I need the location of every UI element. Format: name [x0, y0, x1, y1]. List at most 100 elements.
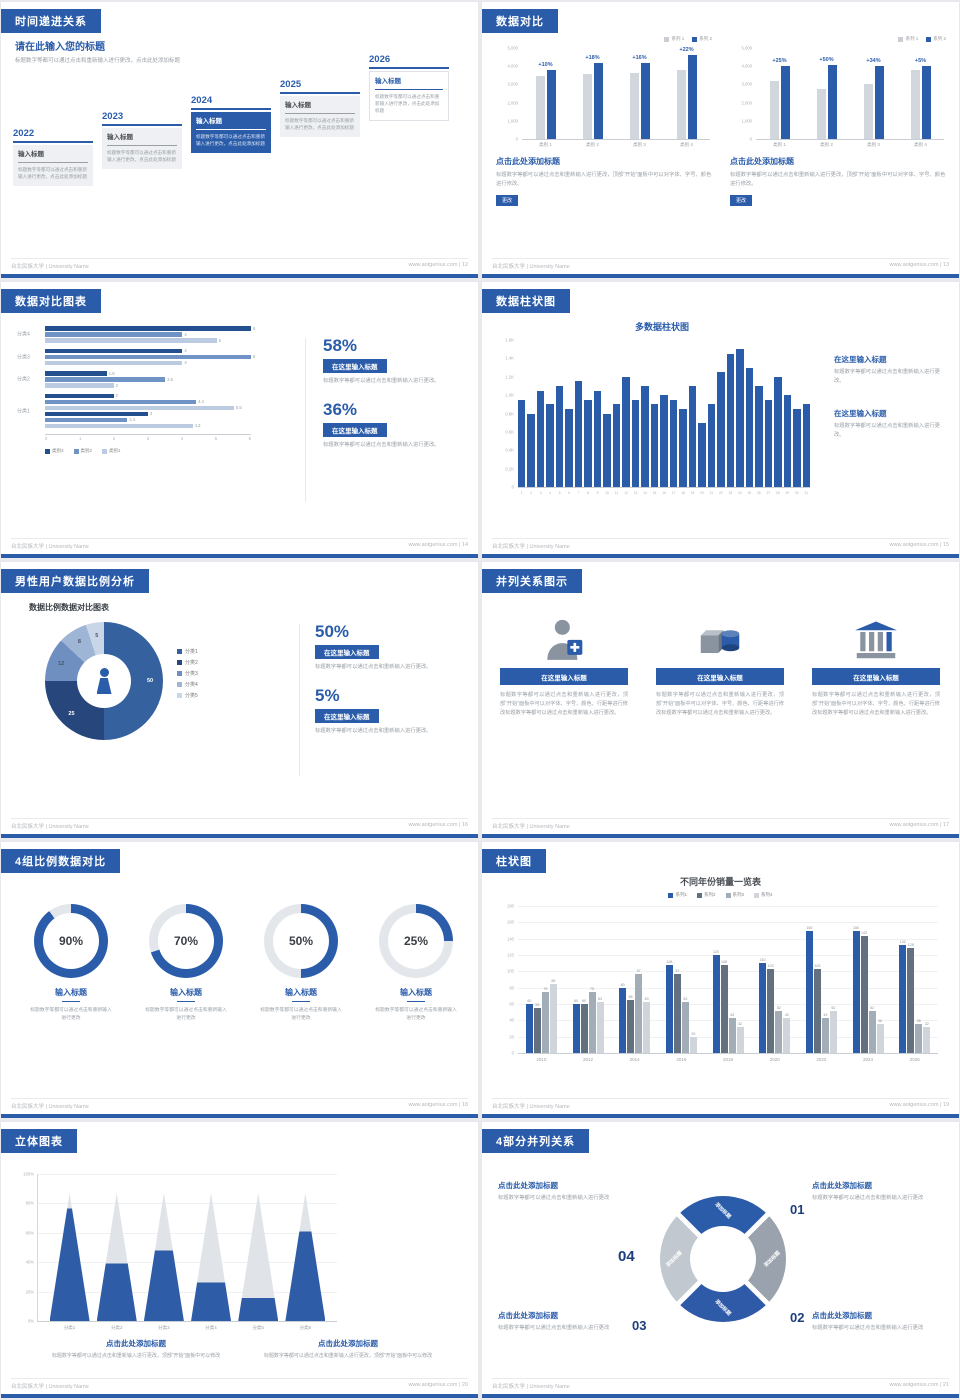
series-bar [829, 1010, 837, 1053]
bar-wrapper: 52 [829, 906, 837, 1053]
y-tick-label: 3,000 [741, 81, 752, 87]
h-bar [45, 405, 234, 410]
x-tick-label: 5 [558, 491, 561, 495]
slide-18-four-gauges[interactable]: 4组比例数据对比 90% 输入标题 标题数字等都可以通过点击和重新输入进行更改 70%… [1, 842, 478, 1118]
series-bar [549, 983, 557, 1053]
slide-12-time-progression[interactable]: 时间递进关系 请在此输入您的标题 标题数字等都可以通过点击和重新输入进行更改，点… [1, 2, 478, 278]
bar-value-label: 1.8 [108, 370, 115, 376]
x-tick-label: 20 [700, 491, 704, 495]
cone: 分类2 [96, 1193, 137, 1330]
slide-17-parallel-relationship[interactable]: 并列关系图示 在这里输入标题 标题数字等都可以通过点击和重新输入进行更改，顶部“… [482, 562, 959, 838]
series1-bar [910, 69, 920, 139]
footer-org: 台北民族大学 | University Name [492, 264, 570, 270]
y-tick-label: 0.8K [505, 411, 514, 416]
slide-13-data-comparison[interactable]: 数据对比 系列 1 系列 2 5,000 4,000 3,000 2,000 1,000… [482, 2, 959, 278]
block-body: 标题数字等都可以通过点击和重新输入进行更改 [498, 1195, 610, 1201]
step-number: 01 [790, 1202, 805, 1217]
x-tick-label: 18 [681, 491, 685, 495]
slide-14-comparison-chart[interactable]: 数据对比图表 分类4 6 4 5 分类3 4 6 4 分类2 1.8 3.5 2 分类1 2 4.4 5.5 3… [1, 282, 478, 558]
series-bar [596, 1001, 604, 1053]
gauge-block: 50% 输入标题 标题数字等都可以通过点击和重新输入进行更改 [253, 904, 349, 1023]
h-bar [45, 393, 114, 398]
series-bar [673, 973, 681, 1053]
series-bar [915, 1023, 923, 1053]
year-label: 2024 [863, 1057, 874, 1062]
series-bar [720, 964, 728, 1053]
growth-label: +22% [679, 46, 694, 53]
cone-shape [191, 1193, 232, 1321]
bar-wrapper: 32 [923, 906, 931, 1053]
x-tick-label: 2 [530, 491, 533, 495]
x-tick-label: 9 [596, 491, 599, 495]
bar-wrapper: 103 [813, 906, 821, 1053]
timeline-year-label: 2024 [191, 95, 271, 110]
chart-panel-right: 系列 1 系列 2 5,000 4,000 3,000 2,000 1,000 0 +25%… [730, 36, 946, 207]
bar-group: 分类4 6 4 5 [17, 326, 279, 343]
legend-label: 系列 2 [933, 36, 946, 41]
multi-column-chart: 1.6K 1.4K 1.2K 1.0K 0.8K 0.6K 0.4K 0.2K 0 1 2 3 4 5 6 7… [505, 338, 811, 495]
cone-shape [143, 1193, 184, 1321]
step-number: 03 [632, 1318, 647, 1333]
cone-chart: 100% 80% 60% 40% 20% 0% 分类1 分类2 分类3 分类4 分类5 分类6 [23, 1172, 337, 1330]
edit-tag: 更改 [496, 195, 519, 206]
bar-value-label: 85 [551, 978, 556, 983]
slide-16-male-user-ratio[interactable]: 男性用户数据比例分析 数据比例数据对比图表 50 25 12 8 5 分类1 分类2 分类3… [1, 562, 478, 838]
timeline-box: 输入标题 标题数字等都可以通过点击和重新输入进行更改，点击此处添加标题 [191, 112, 271, 154]
legend-swatch [664, 36, 670, 42]
series-bar [783, 1017, 791, 1053]
x-tick-label: 14 [643, 491, 647, 495]
slide-15-column-chart[interactable]: 数据柱状图 多数据柱状图 1.6K 1.4K 1.2K 1.0K 0.8K 0.6K 0.4… [482, 282, 959, 558]
y-tick-label: 4,000 [507, 63, 518, 69]
horizontal-bar-chart: 分类4 6 4 5 分类3 4 6 4 分类2 1.8 3.5 2 分类1 2 4.4 5.5 3 2.4 4.3 0… [17, 326, 279, 454]
legend-item: 分类1 [177, 648, 198, 655]
donut-gauge: 90% [34, 904, 108, 978]
bar-wrapper: 20 [689, 906, 697, 1053]
block-body: 标题数字等都可以通过点击和重新输入进行更改 [498, 1325, 610, 1331]
bar-value-label: 5.5 [235, 405, 242, 411]
block-body: 标题数字等都可以通过点击和重新输入进行更改，顶部“开始”面板中可以修改 [51, 1353, 221, 1359]
category-group: +50% 类别 2 [803, 48, 850, 147]
cone-label: 分类3 [158, 1325, 170, 1330]
intro-body: 标题数字等都可以通过点击和重新输入进行更改，点击此处添加标题 [15, 58, 181, 64]
timeline-box-body: 标题数字等都可以通过点击和重新输入进行更改，点击此处添加标题 [285, 118, 354, 131]
year-group: 150 103 43 52 2022 [798, 906, 845, 1062]
bar-wrapper: 32 [736, 906, 744, 1053]
column-bar [650, 404, 659, 487]
bar-wrapper: 26 [755, 340, 763, 495]
legend-label: 分类2 [185, 660, 198, 666]
slide-title-bar: 4部分并列关系 [482, 1129, 590, 1153]
x-tick-label: 13 [633, 491, 638, 495]
legend-swatch [102, 448, 108, 454]
cta-title: 点击此处添加标题 [496, 157, 560, 166]
slide-title-bar: 并列关系图示 [482, 569, 582, 593]
category-group: +22% 类别 4 [663, 46, 710, 147]
stats-panel: 58% 在这里输入标题 标题数字等都可以通过点击和重新输入进行更改。 36% 在… [323, 336, 463, 450]
slide-footer: 台北民族大学 | University Name www.aotgenius.c… [492, 818, 949, 830]
stat-block: 5% 在这里输入标题 标题数字等都可以通过点击和重新输入进行更改。 [315, 686, 460, 736]
slide-title-bar: 时间递进关系 [1, 9, 101, 33]
x-tick-label: 16 [662, 491, 666, 495]
gauge-body: 标题数字等都可以通过点击和重新输入进行更改 [375, 1008, 457, 1021]
bar-wrapper: 29 [783, 340, 792, 495]
x-tick-label: 23 [728, 491, 733, 495]
year-group: 120 108 43 32 2018 [705, 906, 752, 1062]
footer-page: www.aotgenius.com | 18 [408, 1102, 468, 1108]
slide-content: 系列 1 系列 2 5,000 4,000 3,000 2,000 1,000 0 +10%… [482, 2, 959, 278]
bar-wrapper: 9 [593, 340, 602, 495]
gauge-body: 标题数字等都可以通过点击和重新输入进行更改 [260, 1008, 342, 1021]
slide-21-four-part-relationship[interactable]: 4部分并列关系 点击此处添加标题 标题数字等都可以通过点击和重新输入进行更改 点… [482, 1122, 959, 1398]
slide-19-bar-chart[interactable]: 柱状图 不同年份销量一览表 系列1 系列2 系列3 系列4 180 160 140 120 1… [482, 842, 959, 1118]
column-bar [793, 408, 801, 487]
slide-accent-bar [482, 554, 959, 558]
slide-title-bar: 数据对比图表 [1, 289, 101, 313]
grouped-bar-chart: 5,000 4,000 3,000 2,000 1,000 0 +10% 类别 1 +18% 类别… [508, 46, 710, 147]
legend-swatch [73, 448, 79, 454]
category-label: 类别 2 [820, 142, 833, 147]
parallel-column: 在这里输入标题 标题数字等都可以通过点击和重新输入进行更改，顶部“开始”面板中可… [812, 614, 940, 718]
h-bar [45, 383, 114, 388]
y-tick-label: 20 [509, 1034, 514, 1040]
slide-20-3d-chart[interactable]: 立体图表 100% 80% 60% 40% 20% 0% 分类1 分类2 分类3 分类4 分类5 分类… [1, 1122, 478, 1398]
bar-value-label: 60 [527, 999, 532, 1003]
grouped-bar-chart: 5,000 4,000 3,000 2,000 1,000 0 +25% 类别 1 +50% 类别… [742, 46, 944, 147]
title-underline [292, 1001, 310, 1002]
